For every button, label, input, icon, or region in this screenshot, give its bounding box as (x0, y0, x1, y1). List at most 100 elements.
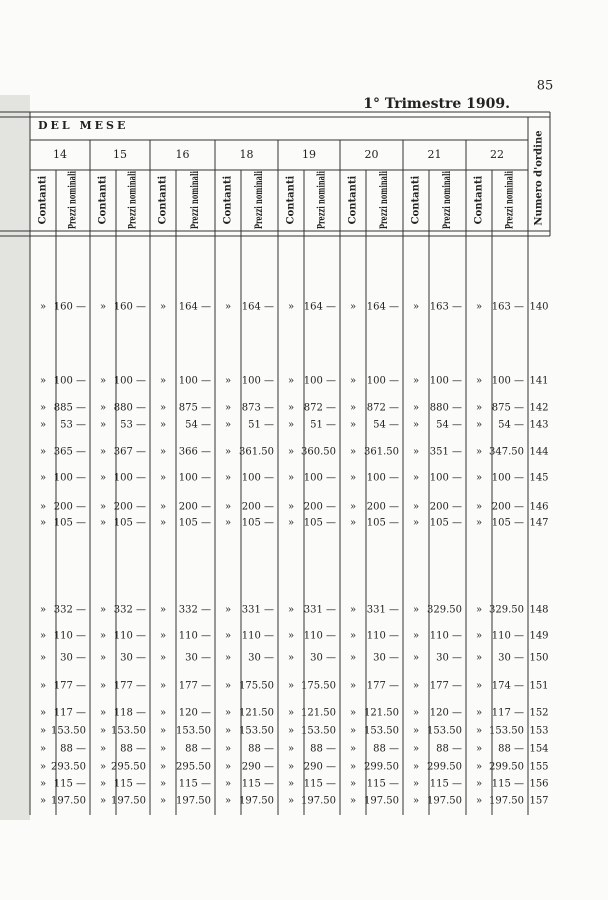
price-cell: 30 — (120, 653, 146, 664)
row-number: 144 (529, 447, 548, 458)
contanti-cell: » (288, 779, 294, 790)
price-cell: 329.50 (427, 605, 462, 616)
contanti-cell: » (225, 518, 231, 529)
price-cell: 153.50 (176, 726, 211, 737)
contanti-cell: » (476, 631, 482, 642)
contanti-cell: » (100, 473, 106, 484)
row-number: 151 (529, 681, 548, 692)
price-cell: 105 — (367, 518, 399, 529)
contanti-cell: » (100, 420, 106, 431)
price-cell: 164 — (367, 302, 399, 313)
contanti-cell: » (350, 302, 356, 313)
contanti-cell: » (160, 726, 166, 737)
contanti-cell: » (288, 796, 294, 807)
contanti-cell: » (476, 796, 482, 807)
price-cell: 153.50 (239, 726, 274, 737)
price-cell: 361.50 (239, 447, 274, 458)
contanti-cell: » (160, 376, 166, 387)
contanti-cell: » (225, 473, 231, 484)
price-cell: 100 — (304, 376, 336, 387)
contanti-cell: » (476, 403, 482, 414)
contanti-header: Contanti (411, 175, 422, 224)
price-cell: 351 — (430, 447, 462, 458)
contanti-header: Contanti (38, 175, 49, 224)
price-cell: 105 — (492, 518, 524, 529)
number-header: Numero d'ordine (534, 130, 545, 225)
price-cell: 88 — (498, 744, 524, 755)
price-cell: 30 — (248, 653, 274, 664)
contanti-cell: » (350, 726, 356, 737)
contanti-cell: » (160, 681, 166, 692)
price-cell: 200 — (179, 502, 211, 513)
contanti-cell: » (288, 653, 294, 664)
contanti-cell: » (160, 518, 166, 529)
price-cell: 163 — (430, 302, 462, 313)
price-cell: 295.50 (176, 762, 211, 773)
contanti-header: Contanti (286, 175, 297, 224)
price-cell: 100 — (492, 473, 524, 484)
contanti-cell: » (413, 681, 419, 692)
contanti-cell: » (350, 744, 356, 755)
row-number: 156 (529, 779, 548, 790)
prezzi-header: Prezzi nominali (68, 171, 79, 229)
contanti-cell: » (288, 502, 294, 513)
price-cell: 100 — (430, 473, 462, 484)
price-cell: 120 — (179, 708, 211, 719)
price-cell: 110 — (179, 631, 211, 642)
contanti-cell: » (476, 681, 482, 692)
contanti-cell: » (100, 502, 106, 513)
contanti-cell: » (100, 744, 106, 755)
contanti-cell: » (160, 420, 166, 431)
contanti-cell: » (160, 403, 166, 414)
contanti-cell: » (225, 502, 231, 513)
price-cell: 153.50 (111, 726, 146, 737)
row-number: 149 (529, 631, 548, 642)
price-cell: 153.50 (427, 726, 462, 737)
price-cell: 121.50 (239, 708, 274, 719)
price-cell: 177 — (367, 681, 399, 692)
contanti-cell: » (40, 376, 46, 387)
contanti-cell: » (40, 744, 46, 755)
price-cell: 200 — (304, 502, 336, 513)
price-cell: 115 — (54, 779, 86, 790)
price-cell: 117 — (492, 708, 524, 719)
contanti-cell: » (160, 447, 166, 458)
contanti-cell: » (40, 473, 46, 484)
price-cell: 100 — (54, 473, 86, 484)
contanti-cell: » (413, 779, 419, 790)
price-cell: 153.50 (51, 726, 86, 737)
day-header: 19 (302, 148, 316, 161)
contanti-cell: » (413, 518, 419, 529)
price-cell: 200 — (242, 502, 274, 513)
price-cell: 88 — (120, 744, 146, 755)
contanti-cell: » (413, 605, 419, 616)
contanti-cell: » (225, 605, 231, 616)
day-header: 21 (428, 148, 442, 161)
contanti-cell: » (350, 796, 356, 807)
contanti-cell: » (413, 653, 419, 664)
price-cell: 332 — (114, 605, 146, 616)
price-cell: 880 — (430, 403, 462, 414)
contanti-cell: » (40, 403, 46, 414)
day-header: 18 (240, 148, 254, 161)
price-cell: 177 — (114, 681, 146, 692)
row-number: 154 (529, 744, 548, 755)
prezzi-header: Prezzi nominali (442, 171, 453, 229)
contanti-header: Contanti (158, 175, 169, 224)
contanti-cell: » (100, 447, 106, 458)
price-cell: 164 — (304, 302, 336, 313)
price-cell: 299.50 (427, 762, 462, 773)
contanti-cell: » (40, 726, 46, 737)
contanti-cell: » (350, 605, 356, 616)
contanti-cell: » (288, 744, 294, 755)
price-cell: 100 — (179, 473, 211, 484)
contanti-cell: » (160, 796, 166, 807)
contanti-cell: » (288, 420, 294, 431)
price-cell: 88 — (185, 744, 211, 755)
contanti-cell: » (413, 447, 419, 458)
price-cell: 88 — (310, 744, 336, 755)
contanti-cell: » (350, 376, 356, 387)
contanti-cell: » (413, 502, 419, 513)
price-cell: 331 — (242, 605, 274, 616)
price-cell: 367 — (114, 447, 146, 458)
